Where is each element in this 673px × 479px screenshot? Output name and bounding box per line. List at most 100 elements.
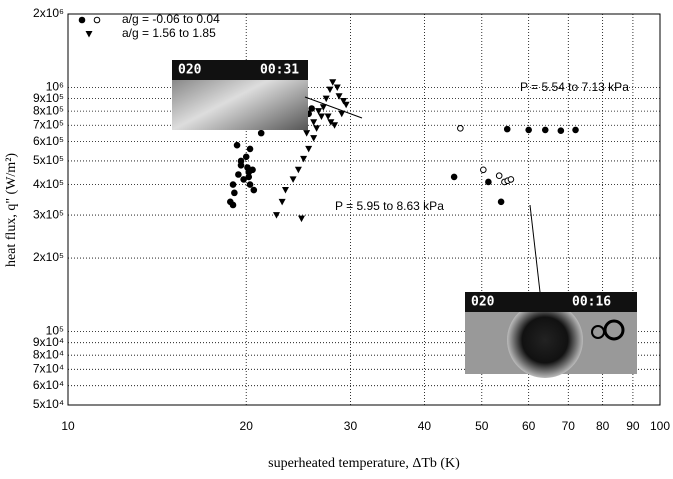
point bbox=[229, 181, 237, 188]
point bbox=[78, 16, 86, 24]
point bbox=[229, 201, 237, 209]
x-tick-label: 20 bbox=[240, 419, 254, 433]
point bbox=[246, 145, 254, 153]
point bbox=[272, 212, 280, 219]
point bbox=[308, 105, 315, 112]
x-axis-title: superheated temperature, ΔTb (K) bbox=[268, 456, 460, 471]
point bbox=[240, 176, 247, 183]
y-tick-label: 3x10⁵ bbox=[33, 207, 64, 221]
point bbox=[503, 125, 511, 133]
inset-frame: 020 bbox=[178, 63, 202, 78]
x-tick-label: 60 bbox=[522, 419, 536, 433]
y-axis-title: heat flux, q" (W/m²) bbox=[4, 153, 19, 267]
inset-time: 00:31 bbox=[260, 63, 299, 78]
point bbox=[572, 126, 579, 134]
x-tick-label: 30 bbox=[344, 419, 358, 433]
point bbox=[310, 135, 318, 142]
point bbox=[338, 110, 346, 118]
x-tick-label: 10 bbox=[61, 419, 75, 433]
point bbox=[298, 215, 306, 223]
inset-bubble bbox=[603, 319, 625, 341]
point bbox=[317, 113, 325, 121]
inset-frame: 020 bbox=[471, 295, 495, 310]
point bbox=[235, 171, 242, 178]
point bbox=[331, 122, 339, 129]
point bbox=[85, 31, 93, 38]
point bbox=[93, 16, 101, 24]
point bbox=[313, 125, 321, 132]
x-tick-label: 80 bbox=[596, 419, 610, 433]
point bbox=[289, 176, 297, 183]
y-tick-label: 6x10⁴ bbox=[33, 378, 64, 392]
inset-top: 020 00:31 bbox=[172, 60, 363, 130]
point bbox=[507, 176, 515, 183]
point bbox=[315, 108, 323, 115]
legend-label: a/g = 1.56 to 1.85 bbox=[122, 26, 216, 40]
plot-frame bbox=[67, 13, 661, 406]
y-tick-label: 8x10⁵ bbox=[33, 103, 64, 117]
y-tick-label: 2x10⁶ bbox=[33, 6, 64, 20]
point bbox=[231, 189, 238, 197]
point bbox=[249, 166, 256, 174]
point bbox=[333, 84, 341, 91]
y-tick-label: 7x10⁵ bbox=[33, 117, 64, 131]
point bbox=[450, 173, 458, 181]
point bbox=[327, 119, 335, 126]
inset-band bbox=[465, 292, 637, 312]
point bbox=[340, 98, 348, 105]
point bbox=[246, 181, 254, 188]
marks bbox=[227, 79, 579, 223]
point bbox=[497, 198, 505, 206]
y-tick-label: 5x10⁵ bbox=[33, 153, 64, 167]
point bbox=[233, 141, 241, 149]
point bbox=[480, 166, 487, 174]
inset-time: 00:16 bbox=[572, 295, 611, 310]
y-tick-label: 10⁶ bbox=[46, 80, 64, 94]
point bbox=[324, 113, 332, 121]
y-tick-label: 9x10⁵ bbox=[33, 91, 64, 105]
point bbox=[305, 145, 313, 153]
x-tick-label: 70 bbox=[562, 419, 576, 433]
legend-label: a/g = -0.06 to 0.04 bbox=[122, 12, 220, 26]
point bbox=[281, 187, 289, 194]
point bbox=[237, 157, 245, 165]
point bbox=[541, 126, 549, 134]
point bbox=[250, 186, 258, 194]
point bbox=[257, 129, 265, 137]
point bbox=[294, 166, 302, 174]
annotation: P = 5.95 to 8.63 kPa bbox=[335, 199, 444, 213]
point bbox=[329, 79, 337, 86]
point bbox=[326, 86, 334, 94]
y-tick-label: 10⁵ bbox=[46, 324, 64, 338]
point bbox=[322, 95, 330, 103]
point bbox=[525, 126, 532, 134]
point bbox=[342, 101, 350, 109]
inset-bottom: 020 00:16 bbox=[465, 204, 637, 378]
y-tick-label: 9x10⁴ bbox=[33, 335, 64, 349]
point bbox=[300, 155, 308, 163]
point bbox=[310, 119, 318, 126]
x-tick-label: 40 bbox=[418, 419, 432, 433]
x-tick-label: 90 bbox=[626, 419, 640, 433]
y-tick-label: 4x10⁵ bbox=[33, 177, 64, 191]
point bbox=[319, 104, 327, 111]
inset-pointer bbox=[529, 204, 541, 293]
y-tick-label: 8x10⁴ bbox=[33, 347, 64, 361]
y-tick-label: 7x10⁴ bbox=[33, 362, 64, 376]
y-tick-label: 2x10⁵ bbox=[33, 250, 64, 264]
annotation: P = 5.54 to 7.13 kPa bbox=[520, 80, 629, 94]
inset-bubble bbox=[507, 302, 583, 378]
inset-pointer bbox=[304, 96, 363, 119]
x-tick-label: 100 bbox=[650, 419, 670, 433]
point bbox=[303, 130, 311, 137]
point bbox=[495, 172, 503, 180]
legend: a/g = -0.06 to 0.04a/g = 1.56 to 1.85 bbox=[78, 12, 220, 40]
point bbox=[557, 127, 565, 135]
y-tick-label: 6x10⁵ bbox=[33, 134, 64, 148]
y-tick-label: 5x10⁴ bbox=[33, 397, 64, 411]
point bbox=[457, 125, 464, 132]
inset-bubble bbox=[591, 325, 605, 339]
point bbox=[278, 198, 286, 206]
point bbox=[242, 153, 250, 161]
